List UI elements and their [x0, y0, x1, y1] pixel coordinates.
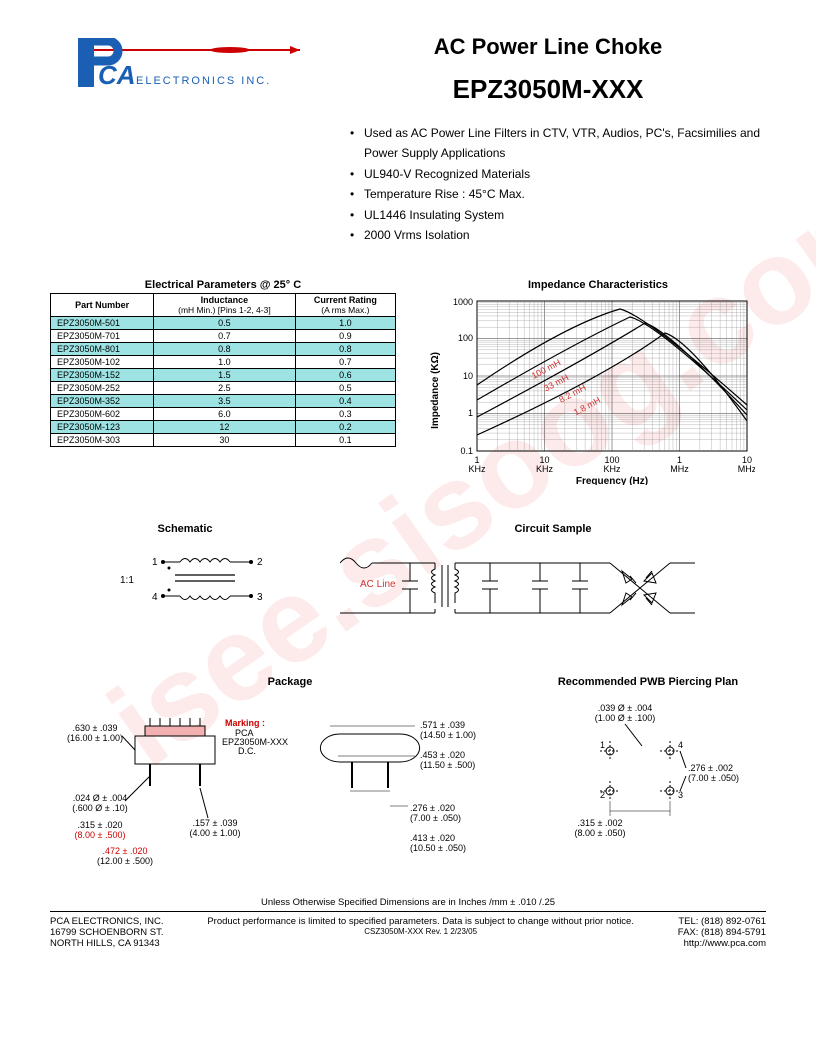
parameters-table-section: Electrical Parameters @ 25° C Part Numbe…	[50, 279, 396, 485]
logo: CA ELECTRONICS INC.	[50, 38, 330, 101]
circuit-title: Circuit Sample	[340, 523, 766, 535]
svg-text:KHz: KHz	[468, 464, 486, 474]
svg-text:Marking :: Marking :	[225, 718, 265, 728]
svg-text:.039 Ø ± .004: .039 Ø ± .004	[598, 703, 652, 713]
part-number-title: EPZ3050M-XXX	[330, 74, 766, 105]
schematic-section: Schematic 1:1 1 2 4 3	[50, 523, 320, 646]
svg-text:(7.00 ± .050): (7.00 ± .050)	[410, 813, 461, 823]
svg-text:.571 ± .039: .571 ± .039	[420, 720, 465, 730]
main-title: AC Power Line Choke	[330, 34, 766, 60]
svg-text:(1.00 Ø ± .100): (1.00 Ø ± .100)	[595, 713, 655, 723]
svg-text:Frequency (Hz): Frequency (Hz)	[576, 476, 648, 485]
svg-text:.157 ± .039: .157 ± .039	[193, 818, 238, 828]
schematic-svg: 1:1 1 2 4 3	[85, 543, 285, 613]
chart-ylabel: Impedance (KΩ)	[430, 352, 441, 429]
svg-text:(16.00 ± 1.00): (16.00 ± 1.00)	[67, 733, 123, 743]
svg-text:100: 100	[458, 333, 473, 343]
package-section: Package Marking : PCA EPZ3050M-XXX D.C. …	[50, 676, 530, 879]
svg-text:(8.00 ± .500): (8.00 ± .500)	[75, 830, 126, 840]
dimension-note: Unless Otherwise Specified Dimensions ar…	[50, 897, 766, 912]
impedance-chart-section: Impedance Characteristics Impedance (KΩ)	[430, 279, 766, 485]
package-title: Package	[50, 676, 530, 688]
feature-item: Temperature Rise : 45°C Max.	[350, 184, 766, 204]
brand-text: ELECTRONICS INC.	[136, 75, 271, 87]
svg-text:0.1: 0.1	[460, 446, 473, 456]
svg-text:1: 1	[468, 408, 473, 418]
svg-text:.315 ± .002: .315 ± .002	[578, 818, 623, 828]
svg-text:.413 ± .020: .413 ± .020	[410, 833, 455, 843]
svg-text:(4.00 ± 1.00): (4.00 ± 1.00)	[190, 828, 241, 838]
svg-text:2: 2	[257, 557, 263, 568]
svg-text:.472 ± .020: .472 ± .020	[103, 846, 148, 856]
svg-text:4: 4	[678, 740, 683, 750]
col-part-number: Part Number	[51, 294, 154, 317]
svg-text:4: 4	[152, 592, 158, 603]
svg-text:MHz: MHz	[670, 464, 689, 474]
svg-text:2: 2	[600, 790, 605, 800]
svg-text:1.8 mH: 1.8 mH	[572, 395, 602, 417]
svg-text:.276 ± .020: .276 ± .020	[410, 803, 455, 813]
svg-text:(8.00 ± .050): (8.00 ± .050)	[575, 828, 626, 838]
svg-text:1:1: 1:1	[120, 575, 134, 586]
svg-text:MHz: MHz	[738, 464, 755, 474]
svg-text:(11.50 ± .500): (11.50 ± .500)	[420, 760, 475, 770]
table-row: EPZ3050M-8010.80.8	[51, 343, 396, 356]
table-row: EPZ3050M-3523.50.4	[51, 395, 396, 408]
svg-text:(14.50 ± 1.00): (14.50 ± 1.00)	[420, 730, 476, 740]
svg-text:8.2 mH: 8.2 mH	[557, 383, 587, 405]
svg-text:3: 3	[257, 592, 263, 603]
header: CA ELECTRONICS INC. AC Power Line Choke …	[50, 38, 766, 105]
impedance-chart: 100 mH 33 mH 8.2 mH 1.8 mH 0.1 1 10 100 …	[445, 295, 755, 485]
svg-text:(10.50 ± .050): (10.50 ± .050)	[410, 843, 466, 853]
footer-address: PCA ELECTRONICS, INC. 16799 SCHOENBORN S…	[50, 916, 164, 949]
chart-title: Impedance Characteristics	[430, 279, 766, 291]
logo-svg: CA ELECTRONICS INC.	[50, 38, 310, 98]
pwb-title: Recommended PWB Piercing Plan	[530, 676, 766, 688]
svg-text:.024 Ø ± .004: .024 Ø ± .004	[73, 793, 127, 803]
svg-text:D.C.: D.C.	[238, 746, 256, 756]
svg-text:1: 1	[600, 740, 605, 750]
feature-item: UL1446 Insulating System	[350, 205, 766, 225]
footer-notice: Product performance is limited to specif…	[164, 916, 678, 949]
feature-item: 2000 Vrms Isolation	[350, 225, 766, 245]
table-row: EPZ3050M-1021.00.7	[51, 356, 396, 369]
table-row: EPZ3050M-5010.51.0	[51, 317, 396, 330]
svg-text:(.600 Ø ± .10): (.600 Ø ± .10)	[72, 803, 127, 813]
table-title: Electrical Parameters @ 25° C	[50, 279, 396, 291]
feature-item: Used as AC Power Line Filters in CTV, VT…	[350, 123, 766, 164]
col-current: Current Rating(A rms Max.)	[295, 294, 395, 317]
svg-text:3: 3	[678, 790, 683, 800]
svg-text:AC Line: AC Line	[360, 579, 396, 590]
svg-text:10: 10	[463, 371, 473, 381]
table-row: EPZ3050M-303300.1	[51, 434, 396, 447]
circuit-svg: AC Line	[340, 543, 740, 643]
svg-text:CA: CA	[98, 60, 136, 90]
col-inductance: Inductance(mH Min.) [Pins 1-2, 4-3]	[154, 294, 296, 317]
circuit-sample-section: Circuit Sample AC Line	[340, 523, 766, 646]
parameters-table: Part Number Inductance(mH Min.) [Pins 1-…	[50, 293, 396, 447]
footer-contact: TEL: (818) 892-0761 FAX: (818) 894-5791 …	[678, 916, 766, 949]
svg-text:.276 ± .002: .276 ± .002	[688, 763, 733, 773]
feature-item: UL940-V Recognized Materials	[350, 164, 766, 184]
table-row: EPZ3050M-2522.50.5	[51, 382, 396, 395]
table-row: EPZ3050M-7010.70.9	[51, 330, 396, 343]
table-row: EPZ3050M-123120.2	[51, 421, 396, 434]
pwb-svg: .039 Ø ± .004(1.00 Ø ± .100) 1 4 2 3 .276 …	[530, 696, 750, 856]
svg-text:.630 ± .039: .630 ± .039	[73, 723, 118, 733]
svg-text:KHz: KHz	[603, 464, 621, 474]
svg-text:1: 1	[152, 557, 158, 568]
footer: PCA ELECTRONICS, INC. 16799 SCHOENBORN S…	[50, 916, 766, 949]
svg-text:KHz: KHz	[536, 464, 554, 474]
schematic-title: Schematic	[50, 523, 320, 535]
svg-text:.315 ± .020: .315 ± .020	[78, 820, 123, 830]
svg-text:.453 ± .020: .453 ± .020	[420, 750, 465, 760]
svg-text:(7.00 ± .050): (7.00 ± .050)	[688, 773, 739, 783]
package-svg: Marking : PCA EPZ3050M-XXX D.C. .630 ± .…	[50, 696, 530, 876]
svg-text:1000: 1000	[453, 297, 473, 307]
pwb-section: Recommended PWB Piercing Plan .039 Ø ± .…	[530, 676, 766, 879]
table-row: EPZ3050M-6026.00.3	[51, 408, 396, 421]
svg-text:(12.00 ± .500): (12.00 ± .500)	[97, 856, 153, 866]
feature-list: Used as AC Power Line Filters in CTV, VT…	[350, 123, 766, 245]
table-row: EPZ3050M-1521.50.6	[51, 369, 396, 382]
